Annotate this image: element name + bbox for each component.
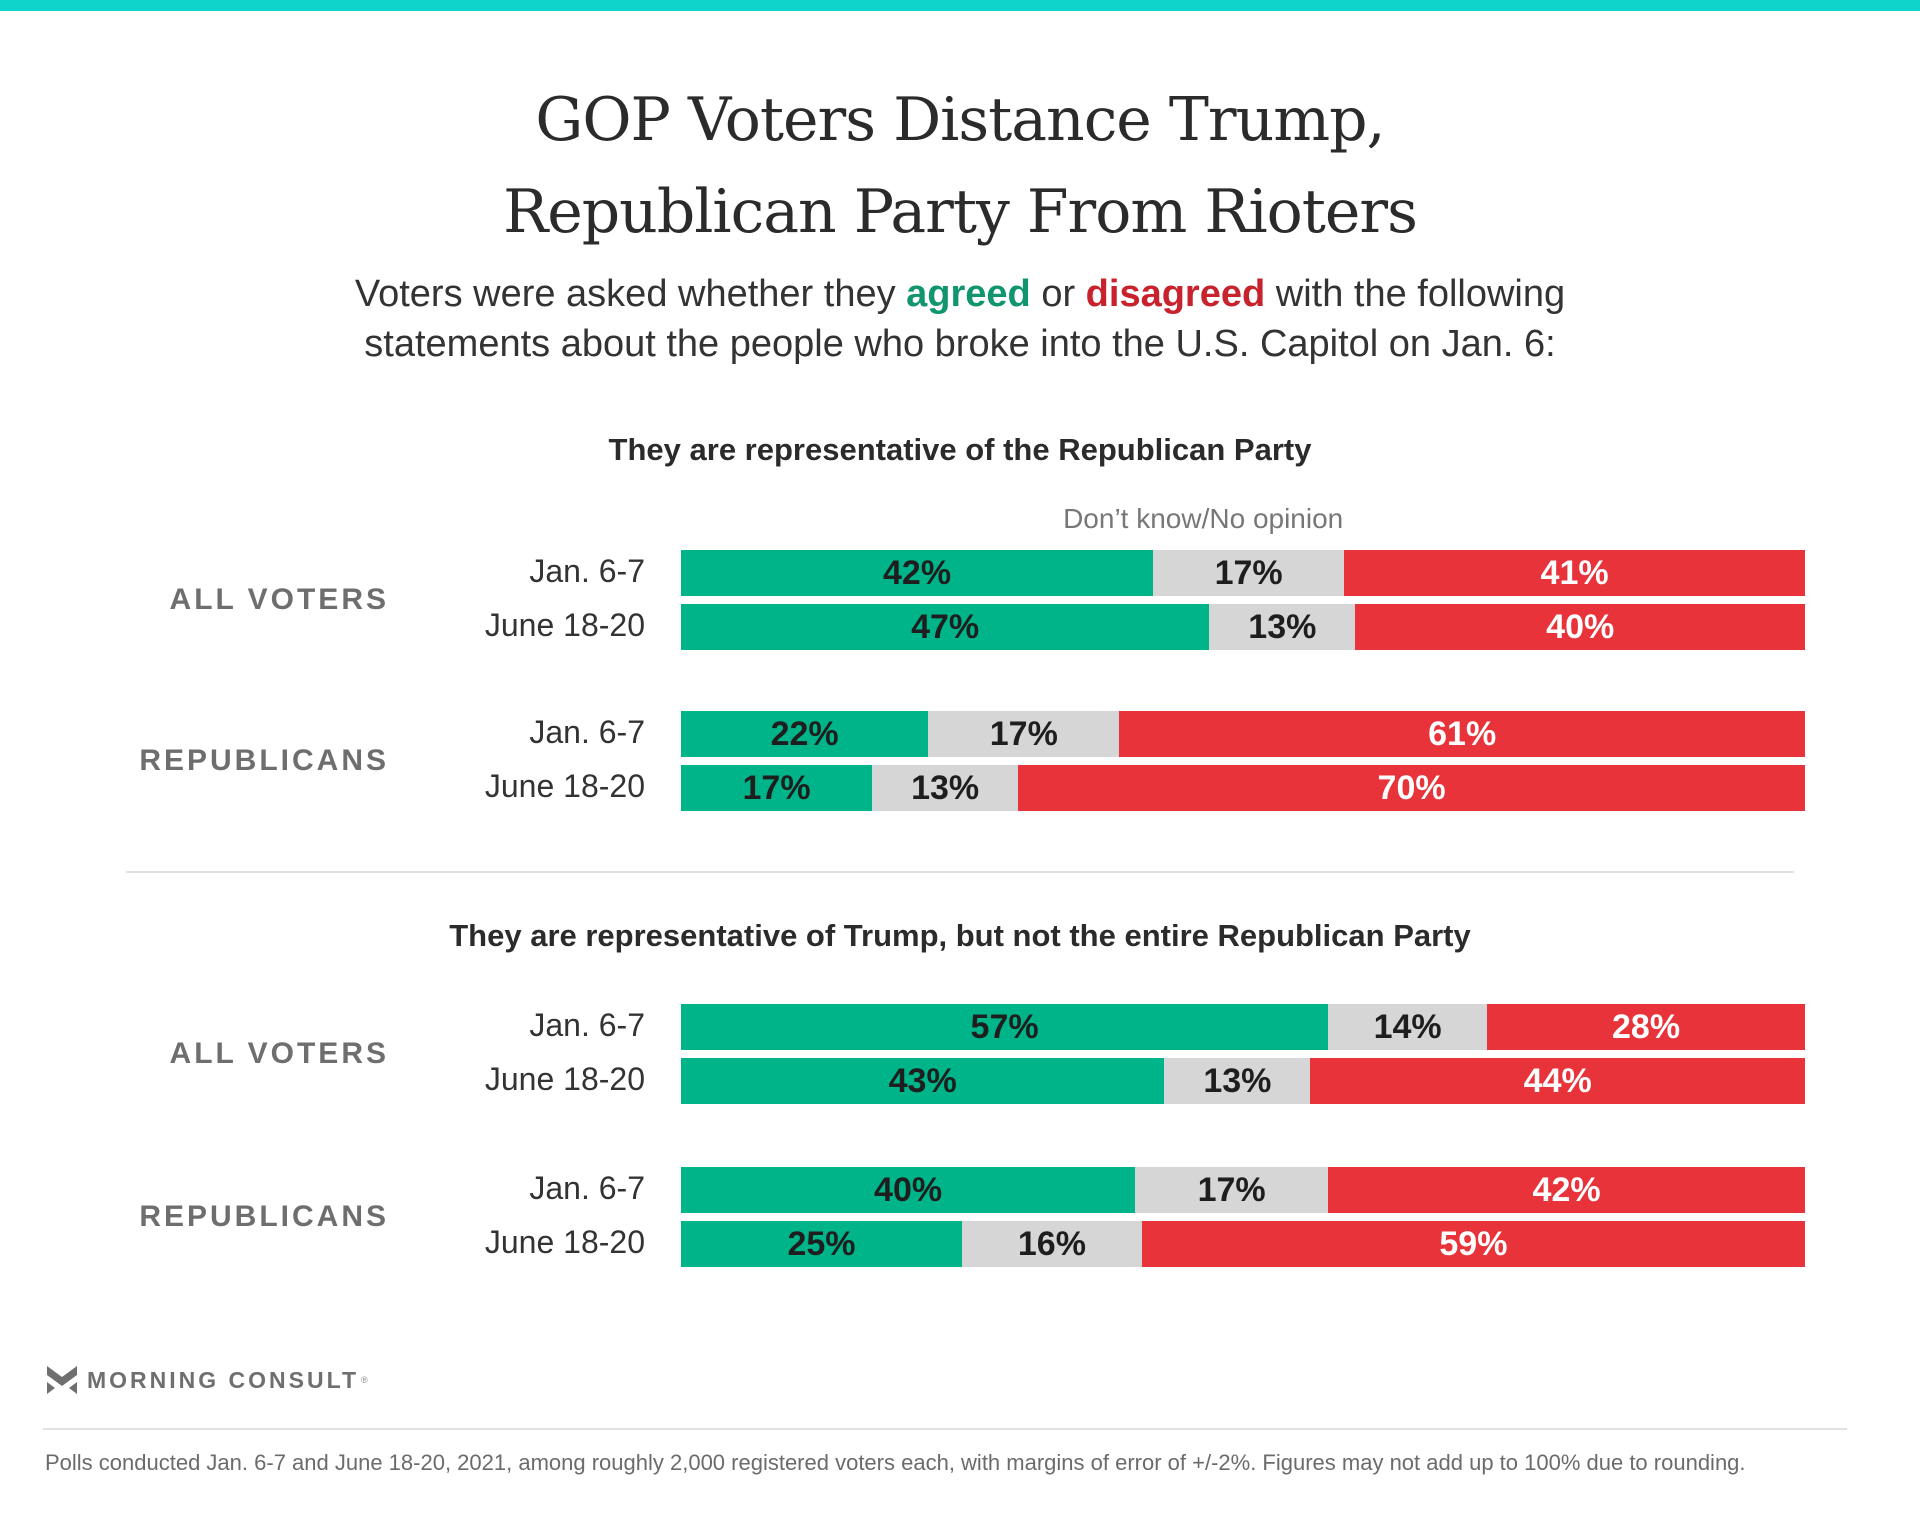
disagree-segment-label: 70% [1377,768,1446,807]
agree-segment: 40% [681,1167,1136,1213]
bar-row: 47% 13% 40% [681,604,1805,650]
panel-heading: They are representative of Trump, but no… [449,918,1471,953]
chart-title-line-2: Republican Party From Rioters [503,177,1418,247]
dont-know-segment-label: 13% [1203,1061,1272,1100]
group-label-republicans: REPUBLICANS [139,1200,389,1233]
agree-segment: 43% [681,1058,1165,1104]
group-label-all-voters: ALL VOTERS [169,1037,389,1070]
disagree-segment-label: 41% [1540,553,1609,592]
dont-know-segment: 13% [1209,604,1356,650]
agree-segment: 57% [681,1004,1329,1050]
subtitle-disagreed: disagreed [1085,273,1266,315]
disagree-segment: 70% [1018,765,1805,811]
subtitle-agreed: agreed [906,273,1031,315]
row-date-label: June 18-20 [484,768,645,804]
disagree-segment: 59% [1141,1221,1805,1267]
row-date-label: June 18-20 [484,1061,645,1097]
agree-segment-label: 47% [911,607,980,646]
disagree-segment: 40% [1355,604,1805,650]
agree-segment-label: 40% [874,1170,943,1209]
disagree-segment-label: 44% [1523,1061,1592,1100]
agree-segment: 47% [681,604,1210,650]
brand-name: MORNING CONSULT [87,1366,360,1393]
subtitle-text: or [1030,273,1086,315]
row-date-label: Jan. 6-7 [529,1170,645,1206]
dont-know-segment: 13% [872,765,1019,811]
disagree-segment-label: 40% [1546,607,1615,646]
group-label-all-voters: ALL VOTERS [169,583,389,616]
subtitle-text: with the following [1265,273,1566,315]
bar-row: 22% 17% 61% [681,711,1805,757]
dont-know-segment-label: 17% [989,714,1058,753]
chart-title-line-1: GOP Voters Distance Trump, [535,85,1385,155]
subtitle-text: Voters were asked whether they [354,273,907,315]
dont-know-segment: 16% [962,1221,1142,1267]
bar-row: 17% 13% 70% [681,765,1805,811]
disagree-segment-label: 61% [1428,714,1497,753]
dont-know-segment-label: 17% [1197,1170,1266,1209]
row-date-label: Jan. 6-7 [529,714,645,750]
disagree-segment: 28% [1487,1004,1805,1050]
dont-know-segment: 17% [1153,550,1345,596]
dont-know-segment: 17% [1135,1167,1329,1213]
group-label-republicans: REPUBLICANS [139,744,389,777]
legend-dont-know-label: Don’t know/No opinion [1063,503,1344,534]
dont-know-segment-label: 14% [1373,1007,1442,1046]
agree-segment-label: 57% [970,1007,1039,1046]
agree-segment: 25% [681,1221,962,1267]
agree-segment-label: 42% [883,553,952,592]
bar-row: 43% 13% 44% [681,1058,1805,1104]
agree-segment: 42% [681,550,1154,596]
subtitle-line-1: Voters were asked whether they agreed or… [0,275,1920,313]
footer-divider [43,1428,1847,1430]
registered-mark: ® [361,1375,368,1385]
section-divider [126,871,1794,873]
subtitle-line-2: statements about the people who broke in… [364,323,1556,365]
row-date-label: Jan. 6-7 [529,553,645,589]
dont-know-segment: 14% [1328,1004,1488,1050]
dont-know-segment-label: 13% [911,768,980,807]
agree-segment-label: 43% [888,1061,957,1100]
brand-logo: MORNING CONSULT ® [47,1366,368,1394]
bar-row: 25% 16% 59% [681,1221,1805,1267]
agree-segment: 22% [681,711,929,757]
disagree-segment-label: 59% [1439,1224,1508,1263]
agree-segment-label: 25% [787,1224,856,1263]
agree-segment: 17% [681,765,873,811]
dont-know-segment-label: 13% [1248,607,1317,646]
bar-row: 42% 17% 41% [681,550,1805,596]
morning-consult-logo-icon [47,1366,77,1394]
row-date-label: June 18-20 [484,607,645,643]
bar-row: 40% 17% 42% [681,1167,1805,1213]
disagree-segment: 41% [1344,550,1805,596]
disagree-segment-label: 42% [1532,1170,1601,1209]
agree-segment-label: 17% [742,768,811,807]
disagree-segment: 44% [1310,1058,1805,1104]
disagree-segment: 61% [1119,711,1805,757]
row-date-label: Jan. 6-7 [529,1007,645,1043]
agree-segment-label: 22% [770,714,839,753]
row-date-label: June 18-20 [484,1224,645,1260]
dont-know-segment-label: 16% [1017,1224,1086,1263]
disagree-segment-label: 28% [1612,1007,1681,1046]
top-accent-bar [0,0,1920,11]
dont-know-segment: 17% [928,711,1120,757]
disagree-segment: 42% [1328,1167,1805,1213]
dont-know-segment: 13% [1164,1058,1311,1104]
panel-heading: They are representative of the Republica… [608,432,1312,467]
footer-note: Polls conducted Jan. 6-7 and June 18-20,… [45,1450,1746,1475]
bar-row: 57% 14% 28% [681,1004,1805,1050]
dont-know-segment-label: 17% [1214,553,1283,592]
